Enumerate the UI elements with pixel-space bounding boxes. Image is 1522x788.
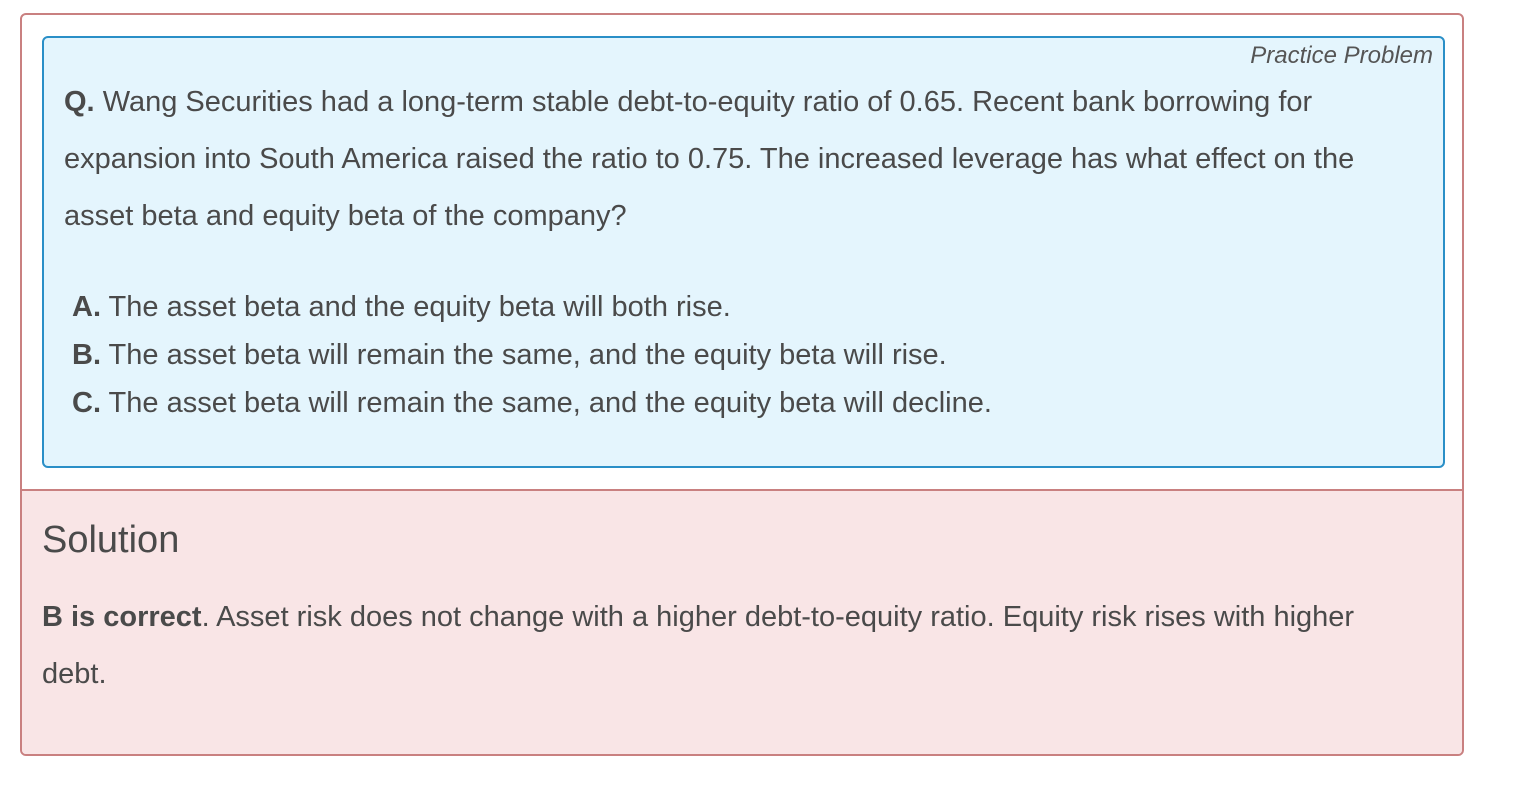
solution-explanation: . Asset risk does not change with a high… — [42, 601, 1355, 690]
option-c: C. The asset beta will remain the same, … — [72, 379, 992, 427]
solution-box: Solution B is correct. Asset risk does n… — [22, 489, 1462, 754]
question-body: Wang Securities had a long-term stable d… — [64, 86, 1355, 232]
practice-problem-tag: Practice Problem — [1250, 42, 1433, 69]
option-text: The asset beta will remain the same, and… — [108, 387, 992, 419]
question-text: Q. Wang Securities had a long-term stabl… — [64, 74, 1414, 245]
option-text: The asset beta will remain the same, and… — [108, 339, 947, 371]
option-label: B. — [72, 339, 101, 371]
option-label: C. — [72, 387, 101, 419]
answer-options: A. The asset beta and the equity beta wi… — [72, 283, 992, 427]
option-b: B. The asset beta will remain the same, … — [72, 331, 992, 379]
practice-card: Practice Problem Q. Wang Securities had … — [20, 13, 1464, 756]
question-label: Q. — [64, 86, 95, 118]
solution-title: Solution — [42, 519, 180, 561]
solution-text: B is correct. Asset risk does not change… — [42, 589, 1422, 703]
option-text: The asset beta and the equity beta will … — [108, 291, 731, 323]
solution-answer: B is correct — [42, 601, 202, 633]
problem-box: Practice Problem Q. Wang Securities had … — [42, 36, 1445, 468]
option-label: A. — [72, 291, 101, 323]
option-a: A. The asset beta and the equity beta wi… — [72, 283, 992, 331]
